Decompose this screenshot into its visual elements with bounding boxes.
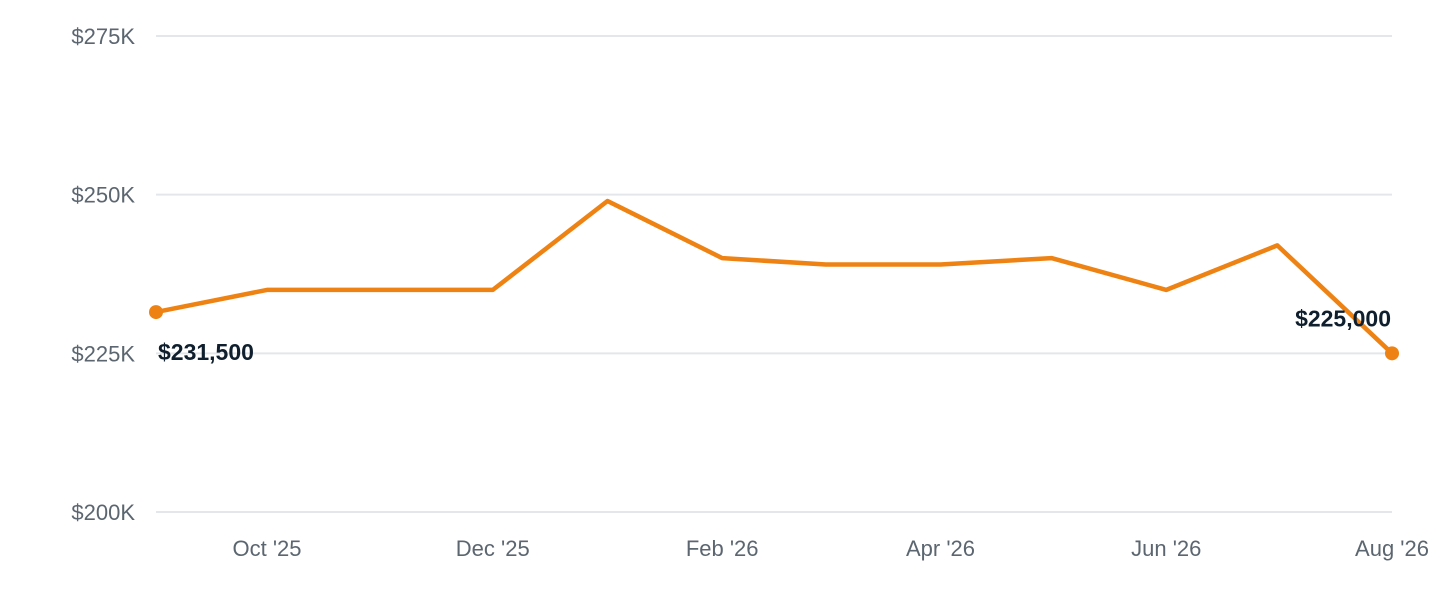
- x-tick-label: Oct '25: [233, 536, 302, 561]
- y-tick-label: $250K: [71, 183, 135, 208]
- series-layer: [149, 198, 1399, 361]
- y-tick-label: $200K: [71, 500, 135, 525]
- x-tick-label: Jun '26: [1131, 536, 1201, 561]
- x-tick-label: Dec '25: [456, 536, 530, 561]
- x-tick-label: Feb '26: [686, 536, 759, 561]
- y-tick-label: $275K: [71, 24, 135, 49]
- endpoint-marker: [149, 305, 163, 320]
- x-tick-label: Aug '26: [1355, 536, 1429, 561]
- y-tick-label: $225K: [71, 341, 135, 366]
- x-tick-label: Apr '26: [906, 536, 975, 561]
- data-label: $231,500: [158, 339, 254, 365]
- endpoint-marker: [1385, 346, 1399, 361]
- data-label: $225,000: [1295, 305, 1391, 331]
- series-line: [153, 198, 1395, 356]
- x-axis: Oct '25 Dec '25 Feb '26 Apr '26 Jun '26 Aug '…: [233, 536, 1429, 561]
- annotation-layer: $231,500 $225,000: [158, 305, 1391, 365]
- y-axis: $200K $225K $250K $275K: [71, 24, 135, 525]
- grid-lines: [156, 35, 1392, 513]
